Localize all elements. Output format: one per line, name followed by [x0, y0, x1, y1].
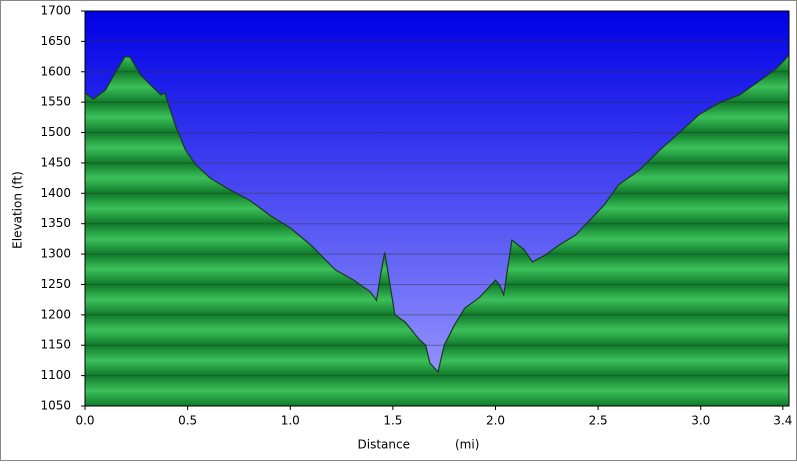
y-tick-label: 1150 — [40, 338, 71, 352]
y-tick-label: 1700 — [40, 4, 71, 18]
x-tick-label: 0.0 — [75, 414, 94, 428]
x-tick-label: 3.0 — [691, 414, 710, 428]
y-tick-label: 1550 — [40, 95, 71, 109]
y-axis-label: Elevation (ft) — [11, 171, 25, 249]
x-axis-unit: (mi) — [455, 438, 479, 452]
y-tick-label: 1100 — [40, 368, 71, 382]
x-tick-label: 1.5 — [383, 414, 402, 428]
elevation-area — [85, 54, 789, 407]
y-tick-label: 1650 — [40, 34, 71, 48]
x-tick-label: 1.0 — [281, 414, 300, 428]
plot-border — [84, 10, 790, 407]
y-tick-label: 1250 — [40, 277, 71, 291]
y-tick-label: 1050 — [40, 399, 71, 413]
x-axis-label: Distance — [358, 438, 410, 452]
y-tick-label: 1400 — [40, 186, 71, 200]
y-tick-label: 1350 — [40, 216, 71, 230]
x-tick-label: 2.5 — [589, 414, 608, 428]
x-tick-label: 2.0 — [486, 414, 505, 428]
y-tick-label: 1500 — [40, 125, 71, 139]
x-tick-label: 0.5 — [178, 414, 197, 428]
y-tick-label: 1450 — [40, 155, 71, 169]
y-tick-label: 1600 — [40, 64, 71, 78]
elevation-line — [84, 54, 790, 374]
x-tick-label: 3.4 — [773, 414, 792, 428]
y-tick-label: 1300 — [40, 247, 71, 261]
y-tick-label: 1200 — [40, 307, 71, 321]
